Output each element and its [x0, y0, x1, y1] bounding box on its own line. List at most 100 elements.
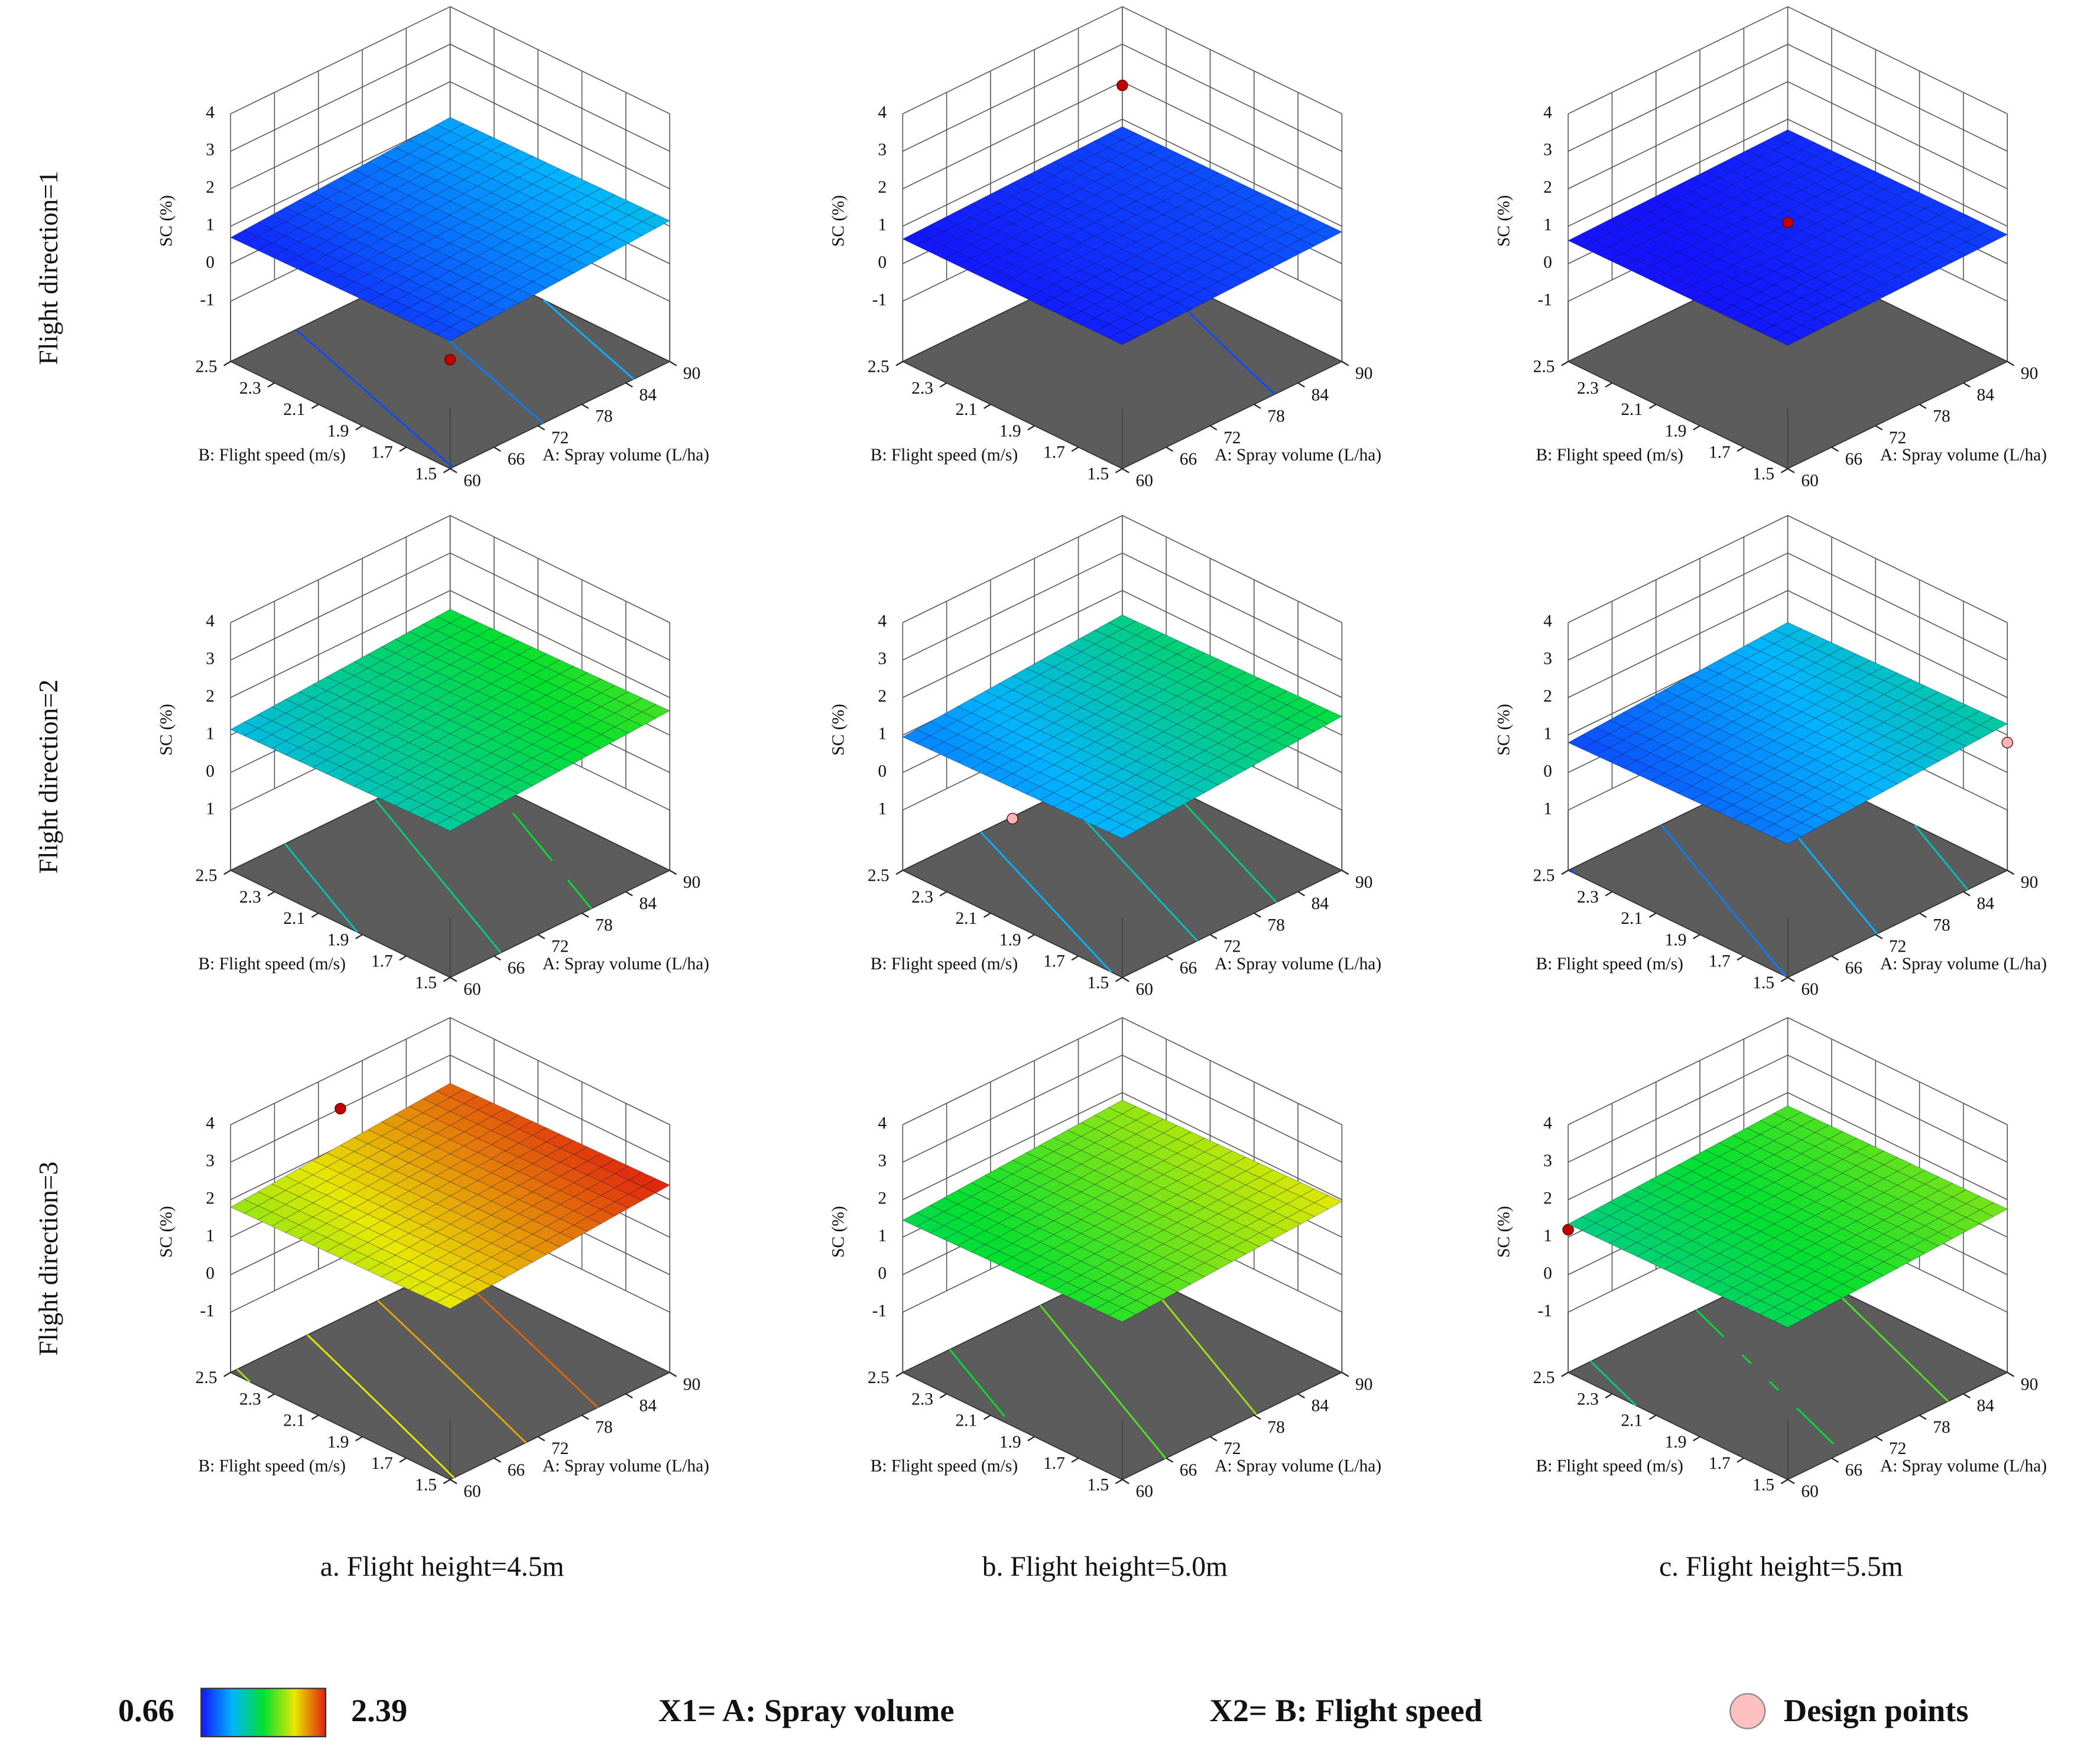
- surface-patch: [1121, 283, 1151, 297]
- x-tick-label: 66: [1180, 450, 1197, 469]
- surface-patch: [1135, 316, 1164, 331]
- x-tick-label: 72: [1889, 429, 1906, 447]
- surface-patch: [957, 217, 986, 232]
- surface-patch: [1163, 1194, 1192, 1209]
- surface-patch: [1176, 1270, 1206, 1285]
- x-tick: [2007, 361, 2015, 366]
- y-tick-label: 2.3: [911, 1390, 933, 1409]
- z-axis-title: SC (%): [157, 195, 176, 247]
- surface-patch: [1080, 713, 1109, 729]
- y-tick-label: 1.9: [1665, 930, 1687, 949]
- surface-patch: [1121, 228, 1151, 243]
- surface-patch: [1300, 232, 1329, 246]
- surface-patch: [1218, 721, 1247, 736]
- surface-patch: [491, 787, 520, 801]
- x-tick-label: 78: [1933, 916, 1950, 934]
- surface-patch: [1149, 689, 1178, 705]
- surface-patch: [1066, 242, 1096, 257]
- x-tick-label: 72: [1889, 937, 1906, 956]
- x-tick: [669, 869, 677, 875]
- surface-patch: [1080, 629, 1109, 645]
- design-point: [1562, 1224, 1574, 1236]
- surface-patch: [1012, 230, 1041, 245]
- surface-patch: [1012, 780, 1041, 794]
- surface-patch: [1039, 1165, 1068, 1180]
- surface-patch: [1286, 725, 1315, 740]
- contour-line: [1660, 824, 1786, 977]
- y-tick: [267, 891, 275, 897]
- surface-patch: [1176, 786, 1206, 801]
- surface-patch: [1204, 1227, 1233, 1242]
- z-axis-title: SC (%): [157, 704, 176, 756]
- surface-patch: [1108, 1307, 1137, 1322]
- surface-patch: [984, 216, 1014, 231]
- y-tick-label: 2.1: [283, 400, 305, 419]
- z-tick-label: 3: [206, 141, 215, 160]
- surface-patch: [1012, 271, 1041, 285]
- surface-patch: [1204, 213, 1233, 228]
- surface-patch: [943, 748, 972, 763]
- surface-patch: [1135, 627, 1164, 642]
- y-tick-label: 1.9: [1665, 421, 1687, 440]
- x-tick-label: 90: [1355, 873, 1372, 892]
- surface-patch: [943, 224, 972, 239]
- surface-patch: [1108, 207, 1137, 222]
- x-tick: [1919, 912, 1927, 918]
- y-tick: [311, 912, 319, 918]
- surface-patch: [1025, 250, 1054, 265]
- surface-patch: [1121, 1161, 1151, 1176]
- surface-patch: [1080, 276, 1109, 291]
- z-tick-label: 2: [1543, 178, 1552, 197]
- surface-patch: [1218, 707, 1247, 722]
- surface-patch: [1121, 621, 1151, 636]
- surface-patch: [1053, 645, 1082, 660]
- y-tick: [1780, 468, 1789, 473]
- z-tick-label: 2: [1543, 687, 1552, 706]
- surface-patch: [1231, 267, 1261, 282]
- x-tick-label: 60: [463, 471, 481, 490]
- x-tick-label: 78: [595, 1418, 612, 1437]
- surface-patch: [1053, 249, 1082, 264]
- y-axis-title: B: Flight speed (m/s): [1536, 446, 1683, 465]
- surface-patch: [1218, 192, 1247, 207]
- x-tick-label: 84: [1977, 894, 1995, 913]
- y-tick-label: 1.7: [1043, 1454, 1065, 1473]
- x-axis-title: A: Spray volume (L/ha): [1880, 446, 2047, 465]
- surface-patch: [1108, 290, 1137, 304]
- surface-patch: [1149, 745, 1178, 760]
- surface-patch: [1012, 1235, 1041, 1250]
- x-tick-label: 84: [1312, 894, 1329, 913]
- surface-patch: [1259, 740, 1288, 755]
- surface-patch: [1080, 741, 1109, 757]
- x-tick-label: 60: [1801, 980, 1818, 999]
- surface-patch: [1259, 253, 1288, 268]
- x-axis-title: A: Spray volume (L/ha): [1880, 955, 2047, 973]
- surface-patch: [1080, 657, 1109, 673]
- surface-patch: [1273, 219, 1301, 233]
- x-tick: [1787, 1479, 1795, 1484]
- y-tick: [311, 404, 319, 409]
- surface-patch: [1149, 759, 1178, 774]
- surface-patch: [1012, 189, 1041, 204]
- x-tick-label: 66: [1845, 1461, 1862, 1479]
- x-tick-label: 78: [595, 407, 612, 426]
- z-tick-label: 1: [1543, 724, 1552, 743]
- surface-patch: [1286, 1210, 1315, 1225]
- z-tick-label: 1: [206, 216, 215, 235]
- x-tick: [1122, 976, 1129, 982]
- y-tick: [1071, 1457, 1079, 1463]
- y-tick-label: 2.1: [1621, 400, 1643, 419]
- x-tick-label: 66: [1180, 1461, 1197, 1479]
- y-tick: [1115, 1479, 1123, 1484]
- y-tick: [443, 468, 451, 473]
- surface-patch: [1108, 670, 1137, 685]
- surface-patch: [1053, 290, 1082, 305]
- y-tick: [311, 1414, 319, 1420]
- y-tick-label: 2.1: [955, 909, 977, 928]
- y-tick: [267, 382, 275, 388]
- surface-patch: [1176, 268, 1206, 283]
- surface-patch: [971, 223, 999, 238]
- design-point: [444, 353, 456, 366]
- surface-patch: [1025, 182, 1054, 197]
- surface-patch: [1039, 175, 1068, 190]
